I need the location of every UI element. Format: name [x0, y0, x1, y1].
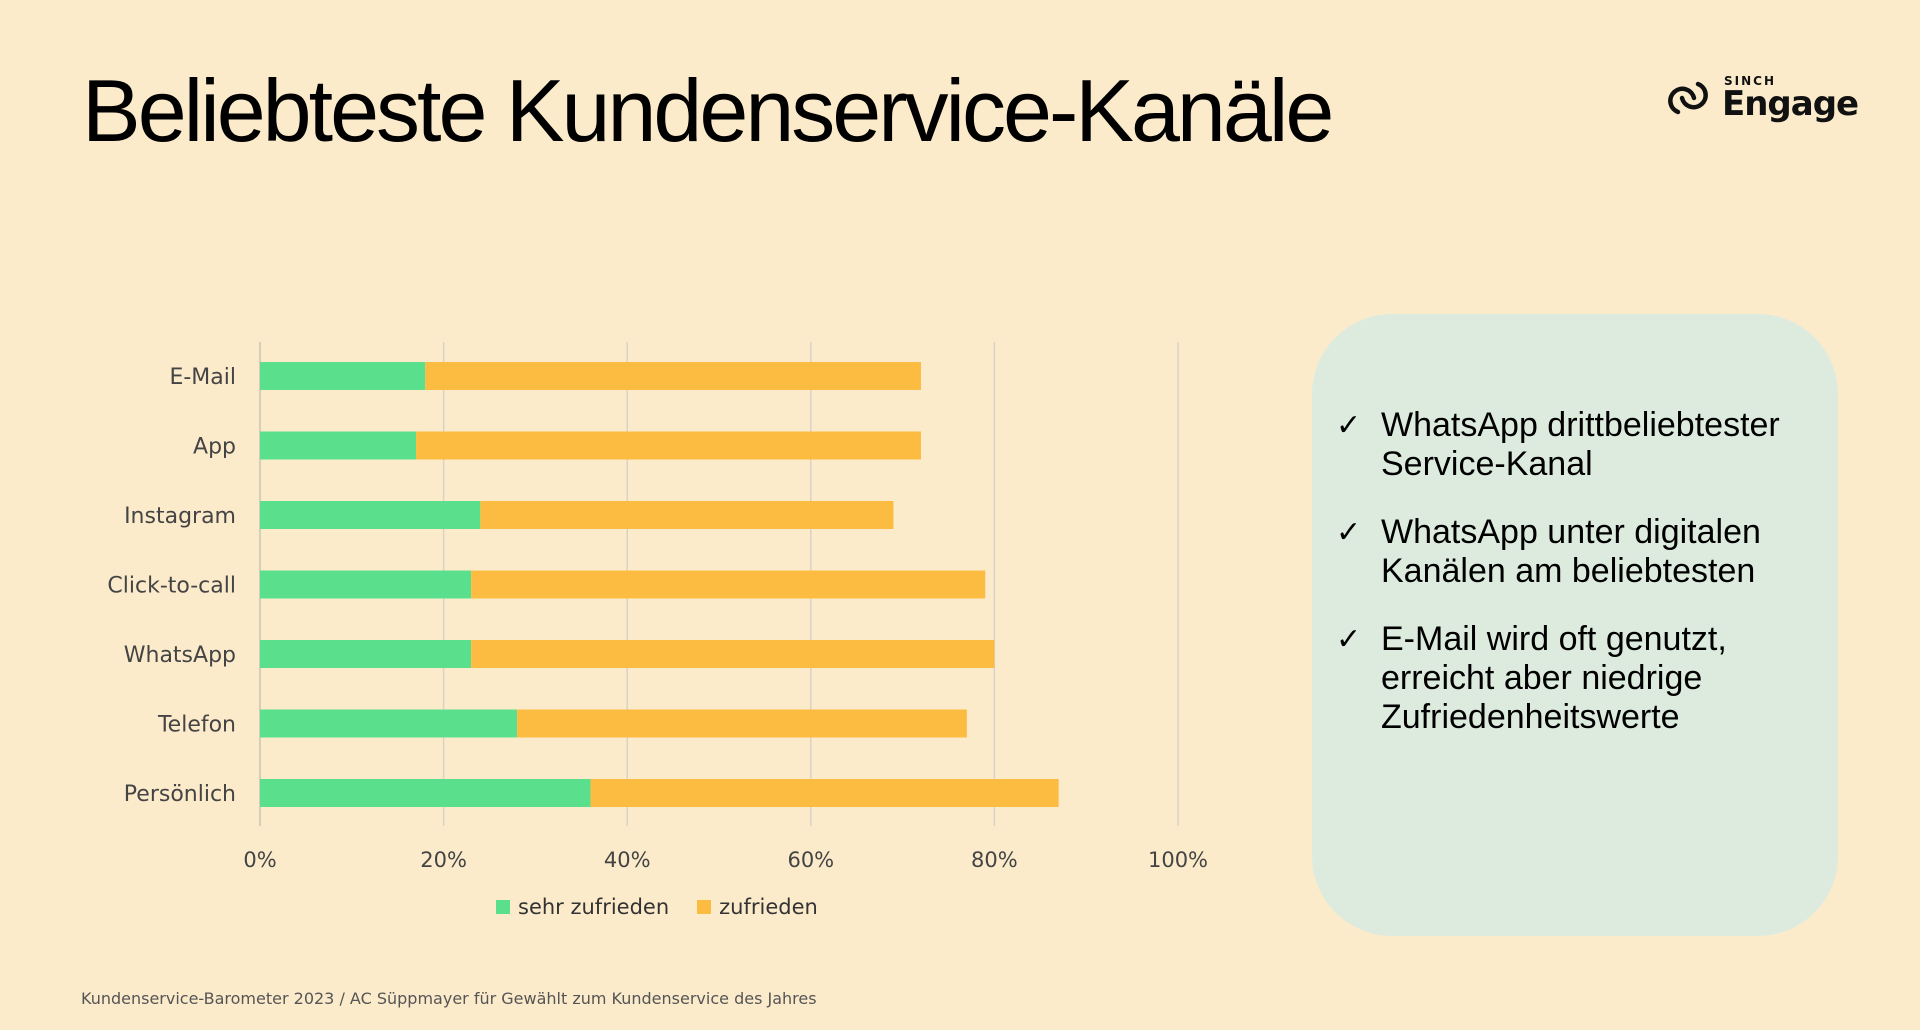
finding-text: WhatsApp unter digitalen Kanälen am beli…: [1381, 513, 1761, 590]
finding-item: ✓ WhatsApp drittbeliebtester Service-Kan…: [1336, 406, 1816, 484]
source-footnote: Kundenservice-Barometer 2023 / AC Süppma…: [81, 989, 817, 1008]
bar-zufrieden: [590, 779, 1059, 807]
checkmark-icon: ✓: [1336, 515, 1362, 550]
bar-zufrieden: [425, 362, 921, 390]
finding-item: ✓ E-Mail wird oft genutzt, erreicht aber…: [1336, 620, 1816, 737]
logo-text-main: Engage: [1722, 84, 1859, 124]
category-label: Click-to-call: [107, 574, 236, 599]
logo-text-top: SINCH: [1724, 74, 1776, 88]
bar-zufrieden: [471, 570, 986, 599]
bar-sehr-zufrieden: [260, 362, 426, 390]
bar-sehr-zufrieden: [260, 501, 481, 529]
category-label: WhatsApp: [124, 643, 236, 668]
key-findings-panel: ✓ WhatsApp drittbeliebtester Service-Kan…: [1312, 314, 1838, 936]
legend-swatch-sehr-zufrieden: [496, 900, 510, 914]
findings-list: ✓ WhatsApp drittbeliebtester Service-Kan…: [1336, 406, 1816, 766]
bar-zufrieden: [416, 431, 921, 460]
legend-item-zufrieden: zufrieden: [697, 895, 818, 919]
bar-zufrieden: [471, 640, 995, 668]
bar-sehr-zufrieden: [260, 709, 518, 738]
category-label: Instagram: [124, 504, 236, 529]
stacked-bar-chart: 0% 20% 40% 60% 80% 100% E-Mail App Instagram Clic…: [107, 342, 1208, 872]
legend-label-zufrieden: zufrieden: [719, 895, 818, 919]
x-tick-label: 0%: [243, 848, 276, 872]
x-tick-label: 60%: [787, 848, 834, 872]
category-label: Telefon: [157, 713, 236, 738]
bar-zufrieden: [517, 709, 967, 738]
x-tick-label: 20%: [420, 848, 467, 872]
chart-legend: sehr zufrieden zufrieden: [496, 895, 818, 919]
finding-item: ✓ WhatsApp unter digitalen Kanälen am be…: [1336, 513, 1816, 591]
legend-item-sehr-zufrieden: sehr zufrieden: [496, 895, 669, 919]
legend-label-sehr-zufrieden: sehr zufrieden: [518, 895, 670, 919]
finding-text: WhatsApp drittbeliebtester Service-Kanal: [1381, 406, 1780, 483]
category-label: E-Mail: [169, 365, 236, 390]
x-tick-label: 40%: [604, 848, 651, 872]
x-tick-label: 80%: [971, 848, 1018, 872]
sinch-engage-logo: SINCH Engage: [1664, 72, 1859, 128]
x-tick-label: 100%: [1148, 848, 1208, 872]
finding-text: E-Mail wird oft genutzt, erreicht aber n…: [1381, 620, 1727, 736]
category-label: Persönlich: [124, 782, 236, 807]
bar-sehr-zufrieden: [260, 779, 591, 807]
bar-sehr-zufrieden: [260, 431, 417, 460]
checkmark-icon: ✓: [1336, 622, 1362, 657]
checkmark-icon: ✓: [1336, 408, 1362, 443]
bar-zufrieden: [480, 501, 894, 529]
legend-swatch-zufrieden: [697, 900, 712, 914]
bar-sehr-zufrieden: [260, 570, 472, 599]
page-title: Beliebteste Kundenservice-Kanäle: [82, 61, 1334, 160]
bar-sehr-zufrieden: [260, 640, 472, 668]
category-label: App: [193, 435, 236, 460]
logo-icon: [1668, 81, 1708, 115]
